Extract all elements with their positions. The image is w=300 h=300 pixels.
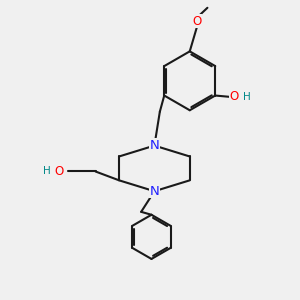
Text: O: O <box>55 165 64 178</box>
Text: O: O <box>193 14 202 28</box>
Text: N: N <box>149 139 159 152</box>
Text: O: O <box>230 91 239 103</box>
Text: H: H <box>243 92 250 102</box>
Text: H: H <box>43 167 51 176</box>
Text: N: N <box>149 185 159 198</box>
